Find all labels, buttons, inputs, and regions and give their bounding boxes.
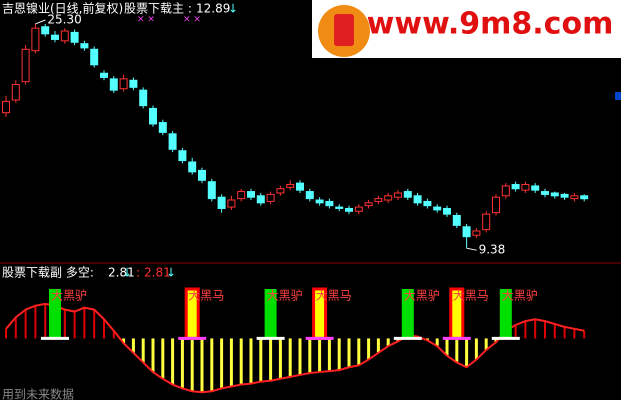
title: 吉恩镍业(日线,前复权) [2,1,123,16]
scroll-marker [615,92,621,100]
candle-body [149,107,157,125]
candle-body [472,230,481,236]
candle-body [266,193,275,202]
candle-body [90,48,99,66]
candle-body [315,199,324,204]
candle-body [256,195,265,204]
logo-inner [334,14,354,46]
signal-box [401,289,414,339]
sub-value2: 2.81 [144,266,171,280]
low-annotation: 9.38 [479,243,506,257]
candle-body [335,206,344,209]
sub-sep: : [136,266,140,280]
candle-body [207,181,216,200]
candle-body [492,196,500,214]
candle-body [403,191,412,198]
signal-label: 大黑马 [188,289,224,303]
candle-body [521,184,530,191]
candle-body [227,199,236,208]
cross-mark: × × [137,15,155,25]
footer: 用到未来数据 [2,387,74,400]
candle-body [80,43,89,49]
candle-body [139,89,148,107]
osc-line [5,302,585,394]
candle-body [217,196,226,209]
candle-body [531,185,540,191]
candle-body [580,195,589,200]
candle-body [433,206,442,211]
candle-body [51,34,59,40]
main-value: 12.89 [196,2,230,16]
candle-body [188,161,197,173]
signal-label: 大黑驴 [267,288,303,303]
sub-label: 股票下载副 多空: [2,266,94,280]
candle-body [443,207,451,215]
candle-body [462,226,471,238]
signal-label: 大黑驴 [502,288,538,303]
watermark-text: www.9m8.com [367,7,614,42]
candle-body [100,72,108,78]
candle-body [158,122,167,133]
candle-body [237,191,246,200]
candle-body [384,195,393,201]
signal-box [49,289,61,339]
candle-body [276,188,285,194]
candle-body [423,200,432,207]
signal-box [264,289,277,339]
candle-body [364,202,373,207]
candle-body [374,198,383,202]
candle-body [286,184,295,188]
high-annotation: 25.30 [47,12,81,26]
candle-body [129,79,138,88]
cross-mark: × × [183,15,201,25]
candle-body [247,191,255,198]
annotation-leader [35,19,46,25]
candle-body [305,191,314,200]
candle-body [109,78,118,91]
candle-body [296,182,304,191]
candle-body [394,192,402,198]
candle-body [168,133,177,150]
signal-box [499,289,512,339]
candle-body [541,191,549,195]
candle-body [119,78,128,90]
main-arrow: ↓ [228,2,238,16]
signal-label: 大黑马 [453,289,489,303]
candle-body [31,27,40,52]
candle-body [325,200,334,207]
signal-label: 大黑马 [316,289,352,303]
candle-body [452,215,461,226]
sub-arrow2: ↓ [166,266,176,280]
sub-arrow: ↓ [122,266,132,280]
annotation-leader [466,247,477,251]
candle-body [178,150,187,162]
candle-body [21,48,30,83]
candle-body [511,184,520,190]
candle-body [482,213,491,231]
candle-body [41,26,50,35]
signal-label: 大黑驴 [404,288,440,303]
candle-body [70,31,79,43]
candle-body [354,206,363,212]
candle-body [11,84,20,101]
sub-value: 2.81 [108,266,135,280]
candle-body [198,169,206,181]
candle-body [60,30,69,42]
candle-body [550,192,559,197]
candle-body [2,100,10,114]
watermark-logo [312,0,621,58]
candle-body [570,195,579,200]
candle-body [501,185,510,197]
candle-body [413,195,422,204]
main-label: 股票下载主 : [124,2,192,16]
candle-body [560,193,569,198]
candle-body [345,207,353,212]
signal-label: 大黑驴 [51,288,87,303]
